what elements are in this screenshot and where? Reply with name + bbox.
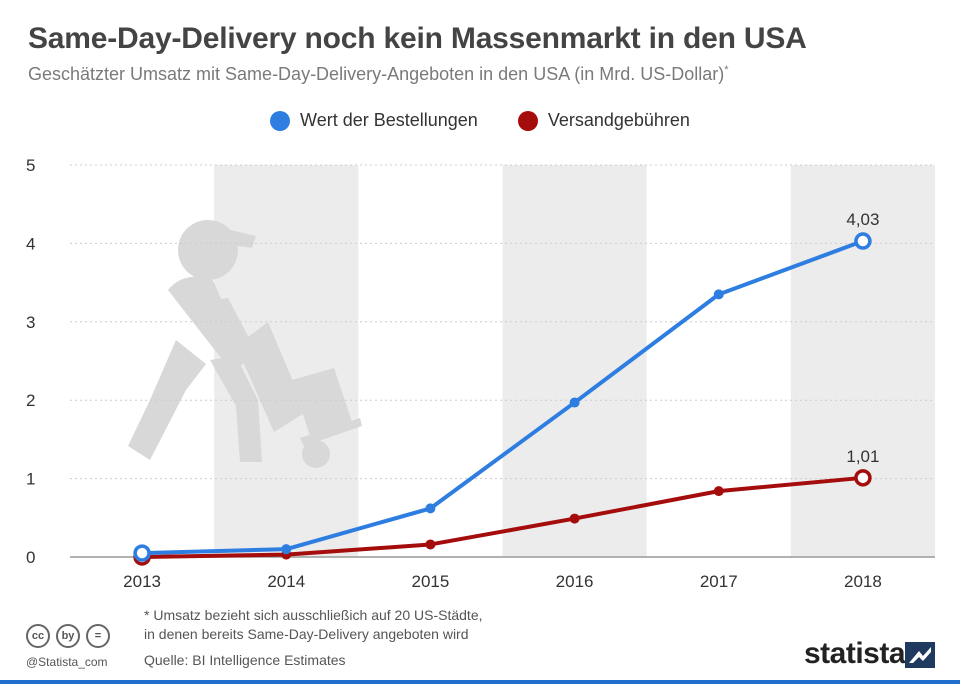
statista-logo-icon	[905, 642, 935, 668]
y-tick-label: 4	[26, 234, 35, 253]
footnote: * Umsatz bezieht sich ausschließich auf …	[144, 606, 483, 644]
data-point-blue-2015	[425, 503, 436, 514]
license-icons: cc by =	[26, 624, 110, 648]
statista-logo[interactable]: statista	[804, 637, 906, 670]
x-tick-label: 2018	[844, 572, 882, 591]
y-tick-label: 1	[26, 470, 35, 489]
legend-item-bestellungen: Wert der Bestellungen	[270, 110, 478, 131]
x-tick-label: 2013	[123, 572, 161, 591]
data-label-blue: 4,03	[846, 210, 879, 229]
data-point-red-2018	[854, 469, 872, 487]
y-tick-label: 3	[26, 313, 35, 332]
data-point-red-2016	[569, 513, 580, 524]
legend-label-bestellungen: Wert der Bestellungen	[300, 110, 478, 130]
data-point-red-2017	[713, 486, 724, 497]
data-label-red: 1,01	[846, 447, 879, 466]
data-point-blue-2014	[281, 544, 292, 555]
footnote-line-1: * Umsatz bezieht sich ausschließich auf …	[144, 607, 483, 623]
series-line-blue	[140, 239, 865, 556]
subtitle-text: Geschätzter Umsatz mit Same-Day-Delivery…	[28, 64, 725, 84]
chart-subtitle: Geschätzter Umsatz mit Same-Day-Delivery…	[28, 64, 729, 85]
data-point-blue-2017	[713, 289, 724, 300]
y-tick-label: 5	[26, 156, 35, 175]
legend-swatch-red	[517, 110, 538, 131]
series-line-red	[140, 475, 865, 559]
x-axis-ticks: 2013 2014 2015 2016 2017 2018	[123, 572, 882, 591]
source-note: Quelle: BI Intelligence Estimates	[144, 652, 346, 668]
footnote-line-2: in denen bereits Same-Day-Delivery angeb…	[144, 626, 469, 642]
subtitle-footnote-mark: *	[724, 64, 729, 76]
cc-icon[interactable]: cc	[26, 624, 50, 648]
y-tick-label: 2	[26, 391, 35, 410]
legend-swatch-blue	[270, 110, 291, 131]
line-chart: 0 1 2 3 4 5 2013 2014 2015 2016 2017 2018 4,03 1,01	[26, 156, 935, 591]
x-tick-label: 2015	[412, 572, 450, 591]
x-tick-label: 2017	[700, 572, 738, 591]
chart-title: Same-Day-Delivery noch kein Massenmarkt …	[28, 22, 807, 55]
band-2018	[790, 165, 935, 557]
legend: Wert der Bestellungen Versandgebühren	[0, 110, 960, 131]
bottom-accent-bar	[0, 680, 960, 684]
twitter-handle[interactable]: @Statista_com	[26, 655, 108, 669]
legend-label-versandgebuehren: Versandgebühren	[547, 110, 690, 130]
data-labels: 4,03 1,01	[846, 210, 879, 466]
band-2016	[502, 165, 647, 557]
data-point-blue-2013	[133, 544, 151, 562]
series-layer	[133, 232, 872, 566]
x-tick-label: 2014	[267, 572, 305, 591]
legend-item-versandgebuehren: Versandgebühren	[517, 110, 690, 131]
x-tick-label: 2016	[556, 572, 594, 591]
data-point-red-2015	[425, 539, 436, 550]
y-axis-ticks: 0 1 2 3 4 5	[26, 156, 35, 567]
data-point-blue-2016	[569, 397, 580, 408]
y-tick-label: 0	[26, 548, 35, 567]
nd-icon[interactable]: =	[86, 624, 110, 648]
category-bands	[214, 165, 935, 557]
by-icon[interactable]: by	[56, 624, 80, 648]
data-point-blue-2018	[854, 232, 872, 250]
